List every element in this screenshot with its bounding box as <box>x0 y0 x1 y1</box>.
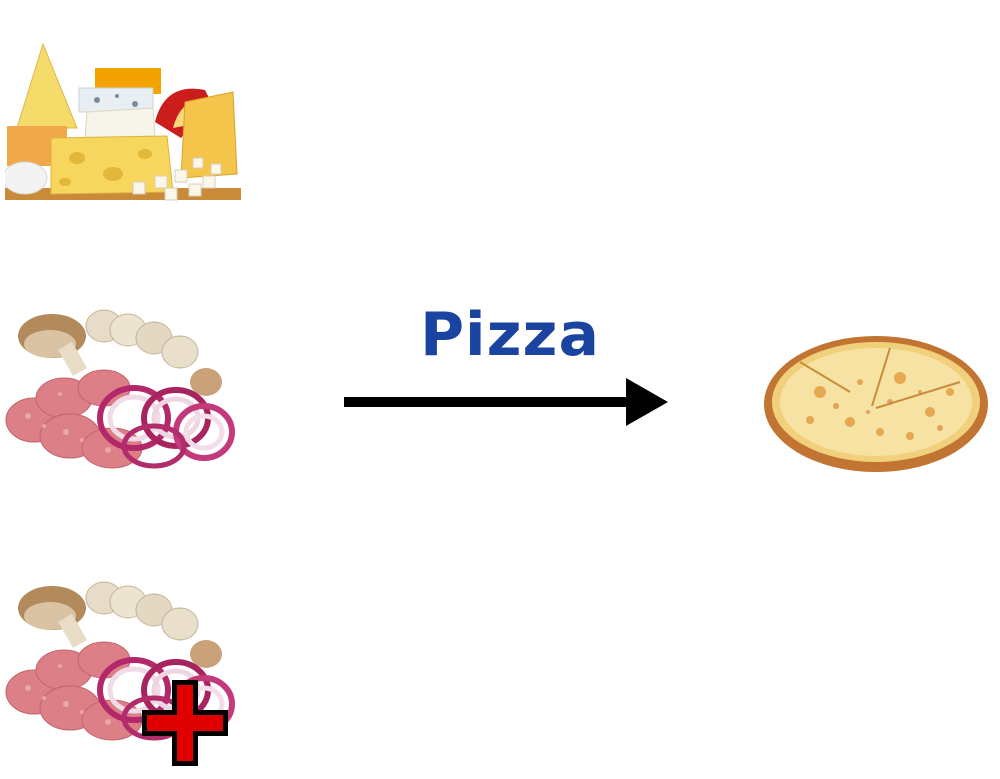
cheese-wedge <box>16 42 78 129</box>
toppings-plus-image <box>5 581 235 766</box>
plus-icon <box>142 680 228 766</box>
cheese-image <box>5 42 241 201</box>
mushrooms <box>18 309 222 396</box>
arrow <box>344 378 668 426</box>
salami-slices <box>5 369 143 469</box>
arrow-label: Pizza <box>420 300 600 370</box>
mushrooms <box>18 581 222 668</box>
toppings-image <box>5 309 235 469</box>
onion-rings <box>97 385 235 469</box>
salami-slices <box>5 641 143 741</box>
pizza-image <box>764 336 988 472</box>
